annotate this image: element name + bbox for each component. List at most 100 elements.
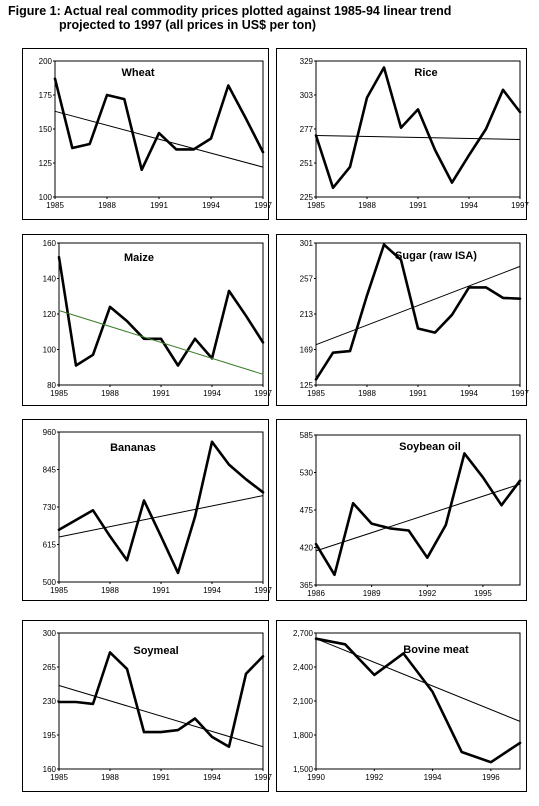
x-tick-label: 1996 [482,773,500,782]
y-tick-label: 140 [43,275,57,284]
y-tick-label: 213 [300,310,314,319]
trend-line [315,135,521,140]
actual-price-line [57,651,265,748]
figure-title-line1: Figure 1: Actual real commodity prices p… [8,4,452,18]
actual-price-line [57,255,265,367]
actual-price-line [314,452,522,577]
y-tick-label: 150 [39,125,53,134]
y-tick-label: 265 [43,663,57,672]
y-tick-label: 257 [300,275,314,284]
y-tick-label: 615 [43,541,57,550]
y-tick-label: 160 [43,239,57,248]
y-tick-label: 120 [43,310,57,319]
y-tick-label: 365 [300,581,314,590]
x-tick-label: 1990 [307,773,325,782]
chart-title: Maize [124,252,154,264]
x-tick-label: 1992 [365,773,383,782]
y-tick-label: 329 [300,57,314,66]
soybean-oil-chart-panel: 585 530 475 420 365 1986 1989 1992 1995 Soybean o… [276,419,527,601]
wheat-chart-panel: 200 175 150 125 100 1985 1988 1991 1994 1997 Wheat [22,48,273,220]
plot-area-frame [315,60,521,198]
x-tick-label: 1997 [254,586,272,595]
bovine-meat-chart-panel: 2,700 2,400 2,100 1,800 1,500 1990 1992 1994 199… [276,620,527,792]
chart-title: Wheat [122,67,155,79]
y-tick-label: 730 [43,503,57,512]
y-tick-label: 225 [300,193,314,202]
x-tick-label: 1991 [150,201,168,210]
y-tick-label: 125 [300,381,314,390]
y-tick-label: 475 [300,506,314,515]
y-tick-label: 175 [39,91,53,100]
x-tick-label: 1997 [254,389,272,398]
plot-area-frame [315,434,521,586]
soymeal-chart-panel: 300 265 230 195 160 1985 1988 1991 1994 1997 Soyme… [22,620,272,792]
y-tick-label: 100 [39,193,53,202]
x-tick-label: 1995 [474,589,492,598]
x-tick-label: 1991 [152,389,170,398]
y-tick-label: 420 [300,544,314,553]
actual-price-line [57,440,265,575]
y-tick-label: 500 [43,578,57,587]
y-tick-label: 2,100 [293,697,314,706]
chart-title: Rice [414,67,437,79]
x-tick-label: 1988 [101,389,119,398]
x-tick-label: 1988 [358,201,376,210]
x-tick-label: 1988 [98,201,116,210]
plot-area-frame [58,242,264,386]
y-tick-label: 160 [43,765,57,774]
x-tick-label: 1991 [152,773,170,782]
y-tick-label: 230 [43,697,57,706]
x-tick-label: 1994 [460,389,478,398]
actual-price-line [314,637,522,764]
x-tick-label: 1997 [254,201,272,210]
chart-title: Sugar (raw ISA) [395,250,477,262]
x-tick-label: 1994 [203,773,221,782]
x-tick-label: 1985 [50,586,68,595]
y-tick-label: 585 [300,431,314,440]
maize-chart-panel: 160 140 120 100 80 1985 1988 1991 1994 1997 Maize [22,234,273,406]
y-tick-label: 530 [300,469,314,478]
y-tick-label: 845 [43,466,57,475]
x-tick-label: 1985 [307,201,325,210]
x-tick-label: 1985 [46,201,64,210]
rice-chart-panel: 329 303 277 251 225 1985 1988 1991 1994 1997 Rice [276,48,529,220]
figure-title-line2: projected to 1997 (all prices in US$ per… [59,18,317,32]
x-tick-label: 1988 [358,389,376,398]
x-tick-label: 1997 [254,773,272,782]
x-tick-label: 1997 [511,389,529,398]
trend-line [315,638,521,722]
trend-line [315,265,521,346]
y-tick-label: 80 [47,381,56,390]
y-tick-label: 300 [43,629,57,638]
plot-area-frame [315,242,521,386]
trend-line [58,685,264,748]
trend-line [315,483,521,552]
x-tick-label: 1989 [363,589,381,598]
x-tick-label: 1992 [418,589,436,598]
x-tick-label: 1985 [50,389,68,398]
x-tick-label: 1994 [424,773,442,782]
y-tick-label: 1,800 [293,731,314,740]
y-tick-label: 277 [300,125,314,134]
chart-title: Soymeal [133,645,178,657]
y-tick-label: 2,700 [293,629,314,638]
y-tick-label: 169 [300,346,314,355]
x-tick-label: 1985 [50,773,68,782]
x-tick-label: 1994 [202,201,220,210]
trend-line [58,495,264,538]
y-tick-label: 1,500 [293,765,314,774]
y-tick-label: 125 [39,159,53,168]
y-tick-label: 200 [39,57,53,66]
y-tick-label: 195 [43,731,57,740]
x-tick-label: 1994 [460,201,478,210]
x-tick-label: 1988 [101,773,119,782]
plot-area-frame [54,60,264,198]
x-tick-label: 1997 [511,201,529,210]
x-tick-label: 1985 [307,389,325,398]
